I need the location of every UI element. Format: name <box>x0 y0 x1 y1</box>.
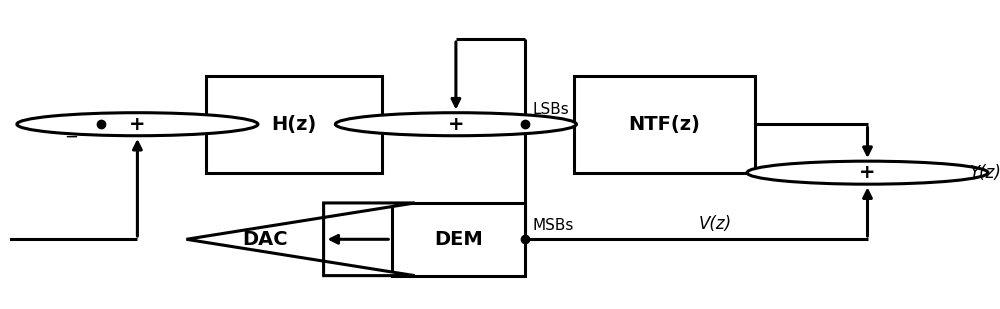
Bar <box>206 76 382 173</box>
Text: DAC: DAC <box>242 230 288 249</box>
Ellipse shape <box>747 161 988 184</box>
Text: +: + <box>129 115 146 134</box>
Text: −: − <box>64 128 78 146</box>
Text: +: + <box>448 115 464 134</box>
Text: MSBs: MSBs <box>532 218 574 233</box>
Text: NTF(z): NTF(z) <box>628 115 700 134</box>
Polygon shape <box>186 203 415 276</box>
Ellipse shape <box>335 113 576 136</box>
Ellipse shape <box>17 113 258 136</box>
Text: +: + <box>859 163 876 182</box>
Text: H(z): H(z) <box>272 115 317 134</box>
Bar <box>392 203 524 276</box>
Text: Y(z): Y(z) <box>970 164 1000 182</box>
Bar <box>574 76 755 173</box>
Text: DEM: DEM <box>434 230 483 249</box>
Text: V(z): V(z) <box>699 215 732 233</box>
Text: LSBs: LSBs <box>532 102 569 116</box>
